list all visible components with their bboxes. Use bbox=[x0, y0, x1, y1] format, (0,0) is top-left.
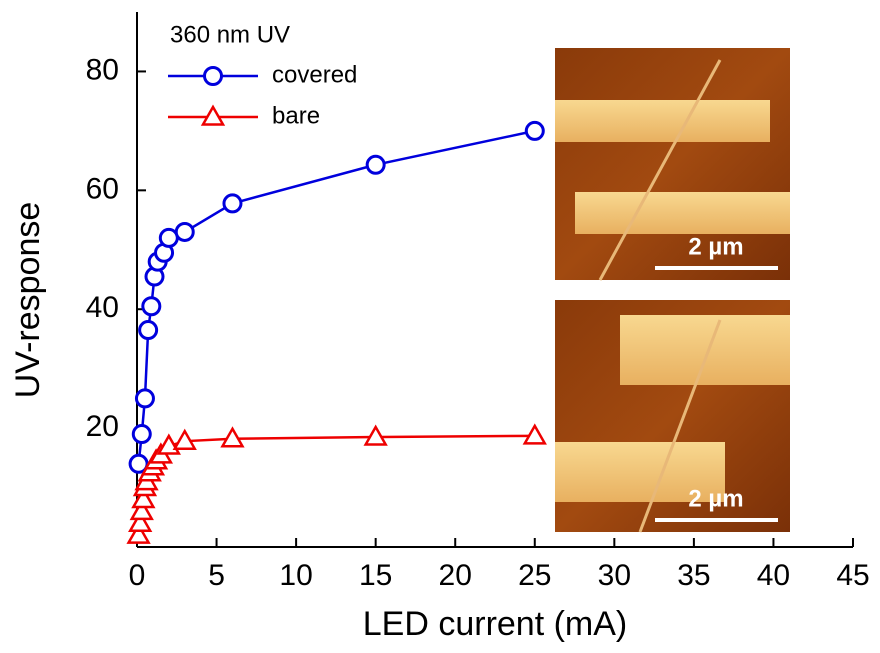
data-point bbox=[138, 320, 159, 341]
x-tick-label: 10 bbox=[279, 559, 312, 592]
data-point bbox=[129, 498, 154, 521]
data-point bbox=[131, 486, 156, 509]
x-tick-label: 35 bbox=[677, 559, 710, 592]
data-point bbox=[126, 522, 151, 544]
x-tick-label: 40 bbox=[757, 559, 790, 592]
data-point bbox=[128, 510, 153, 532]
series-line bbox=[137, 434, 535, 536]
legend-label: covered bbox=[272, 61, 357, 88]
x-tick-label: 0 bbox=[129, 559, 146, 592]
x-tick-label: 15 bbox=[359, 559, 392, 592]
y-axis-label: UV-response bbox=[9, 202, 47, 399]
y-tick-label: 80 bbox=[86, 53, 119, 86]
data-point bbox=[172, 428, 197, 450]
data-point bbox=[522, 423, 547, 445]
inset-image: 2 µm bbox=[555, 48, 790, 281]
x-tick-label: 20 bbox=[439, 559, 472, 592]
x-tick-label: 25 bbox=[518, 559, 551, 592]
legend-marker bbox=[203, 66, 223, 86]
legend-marker bbox=[200, 104, 226, 126]
data-point bbox=[363, 424, 388, 446]
x-axis-label: LED current (mA) bbox=[363, 605, 628, 643]
legend-title: 360 nm UV bbox=[170, 21, 290, 48]
x-tick-label: 45 bbox=[836, 559, 869, 592]
data-point bbox=[365, 154, 386, 175]
data-point bbox=[134, 388, 155, 409]
x-tick-label: 5 bbox=[208, 559, 225, 592]
y-tick-label: 20 bbox=[86, 410, 119, 443]
data-point bbox=[128, 453, 149, 474]
data-point bbox=[141, 296, 162, 317]
inset-image: 2 µm bbox=[555, 300, 790, 533]
series-line bbox=[137, 129, 536, 464]
data-point bbox=[222, 193, 243, 214]
y-tick-label: 40 bbox=[86, 291, 119, 324]
y-tick-label: 60 bbox=[86, 172, 119, 205]
data-point bbox=[220, 426, 245, 448]
legend-label: bare bbox=[272, 102, 320, 129]
data-point bbox=[174, 221, 195, 242]
scale-label: 2 µm bbox=[688, 233, 743, 260]
scale-label: 2 µm bbox=[688, 485, 743, 512]
data-point bbox=[524, 120, 545, 141]
x-tick-label: 30 bbox=[598, 559, 631, 592]
data-point bbox=[131, 424, 152, 445]
